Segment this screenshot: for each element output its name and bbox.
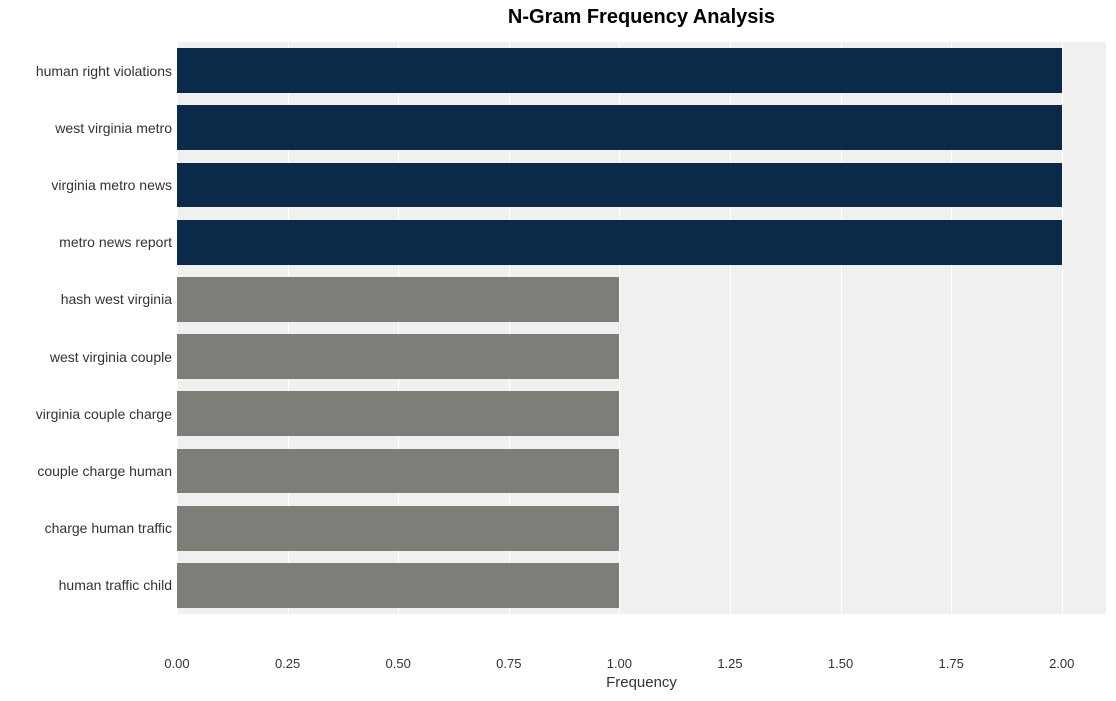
y-tick-label: hash west virginia (0, 291, 172, 307)
x-tick-label: 2.00 (1049, 656, 1074, 671)
y-tick-label: charge human traffic (0, 520, 172, 536)
y-tick-label: virginia metro news (0, 177, 172, 193)
bar (177, 105, 1062, 150)
bar (177, 506, 619, 551)
x-axis-title: Frequency (177, 674, 1106, 691)
bar (177, 334, 619, 379)
x-tick-label: 0.25 (275, 656, 300, 671)
x-tick-label: 0.75 (496, 656, 521, 671)
plot-area (177, 34, 1106, 650)
bar (177, 391, 619, 436)
y-tick-label: virginia couple charge (0, 406, 172, 422)
bar (177, 449, 619, 494)
y-axis-labels: human right violations west virginia metr… (0, 34, 172, 650)
bar (177, 48, 1062, 93)
y-tick-label: couple charge human (0, 463, 172, 479)
y-tick-label: metro news report (0, 234, 172, 250)
chart-title: N-Gram Frequency Analysis (177, 6, 1106, 29)
y-tick-label: human traffic child (0, 577, 172, 593)
ngram-chart: N-Gram Frequency Analysis human right vi… (0, 0, 1116, 701)
x-tick-label: 0.00 (164, 656, 189, 671)
y-tick-label: human right violations (0, 63, 172, 79)
x-tick-label: 1.25 (717, 656, 742, 671)
y-tick-label: west virginia metro (0, 120, 172, 136)
y-tick-label: west virginia couple (0, 349, 172, 365)
bar (177, 163, 1062, 208)
gridline (1062, 34, 1063, 650)
x-tick-label: 1.00 (607, 656, 632, 671)
x-tick-label: 1.75 (939, 656, 964, 671)
bar (177, 563, 619, 608)
x-axis-tick-labels: 0.000.250.500.751.001.251.501.752.00 (177, 650, 1106, 670)
bar (177, 220, 1062, 265)
x-tick-label: 1.50 (828, 656, 853, 671)
bar (177, 277, 619, 322)
x-tick-label: 0.50 (386, 656, 411, 671)
